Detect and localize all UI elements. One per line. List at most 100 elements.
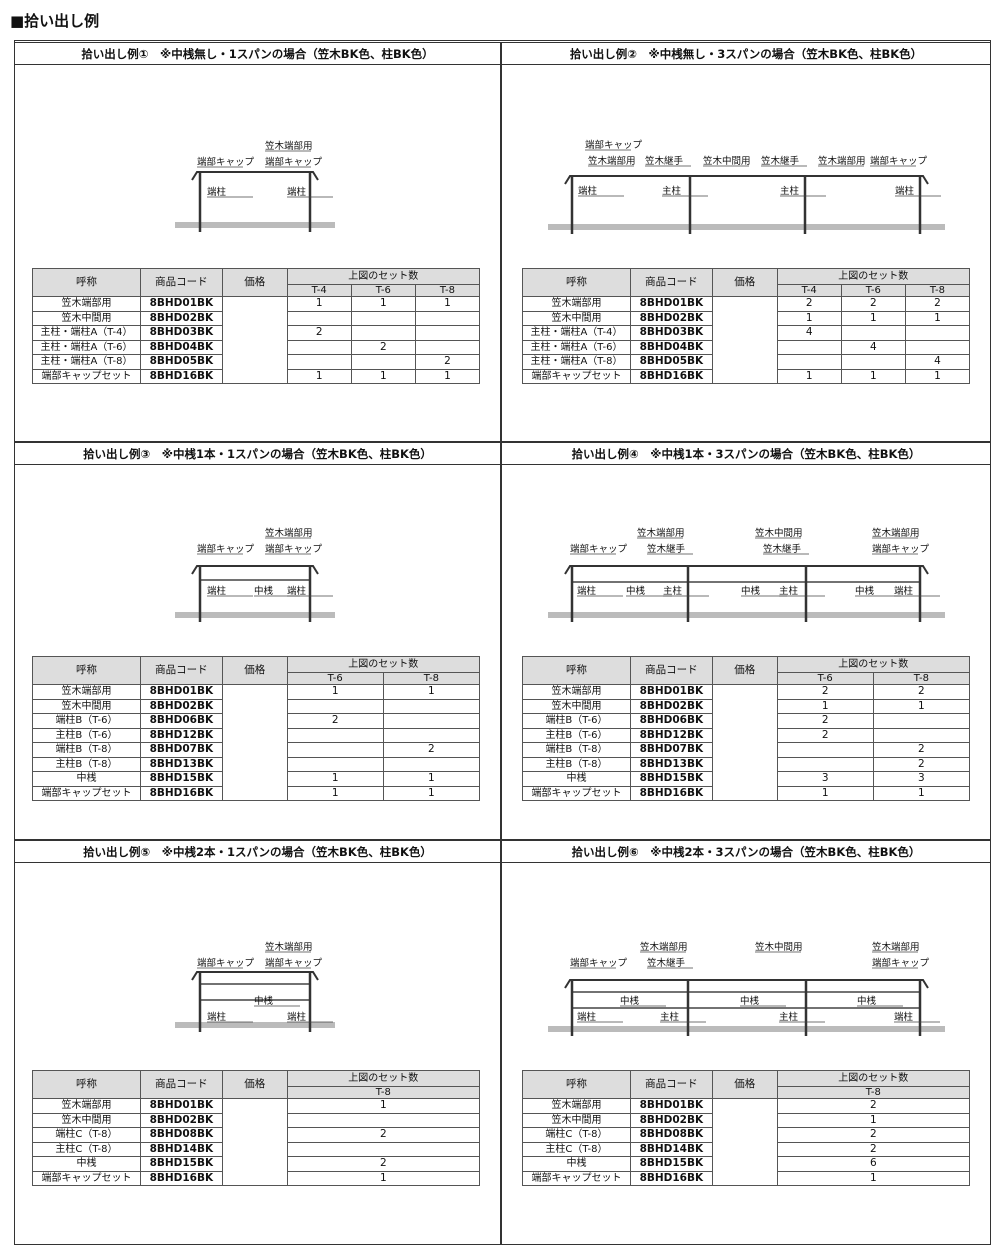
set-count: 4 — [776, 325, 842, 341]
panel-title: 拾い出し例② ※中桟無し・3スパンの場合（笠木BK色、柱BK色） — [502, 43, 990, 65]
part-name: 主柱C（T-8） — [522, 1141, 631, 1157]
top-rail — [191, 971, 319, 981]
table-row: 主柱・端柱A（T-4） 8BHD03BK 2 — [32, 325, 481, 341]
parts-table: 呼称 商品コード 価格 上図のセット数 T-6 T-8 笠木端部用 8BHD01BK 1 1 笠木中… — [32, 656, 481, 801]
table-row: 笠木端部用 8BHD01BK 2 2 — [522, 684, 971, 801]
set-count — [872, 727, 971, 743]
product-code: 8BHD07BK — [139, 742, 223, 758]
header-type: T-8 — [872, 672, 971, 685]
header-type: T-4 — [286, 284, 352, 297]
diagram-label: 端部キャップ — [265, 156, 323, 168]
part-name: 端部キャップセット — [522, 785, 631, 801]
table-row: 笠木端部用 8BHD01BK 1 1 1 — [32, 296, 481, 384]
set-count: 1 — [286, 771, 384, 787]
part-name: 笠木中間用 — [522, 310, 631, 326]
header-price: 価格 — [711, 268, 778, 297]
product-code: 8BHD16BK — [139, 368, 223, 384]
product-code: 8BHD12BK — [629, 727, 713, 743]
diagram-label: 笠木継手 — [647, 543, 686, 555]
set-count: 1 — [350, 368, 416, 384]
part-name: 笠木中間用 — [522, 698, 631, 714]
table-row: 主柱B（T-8） 8BHD13BK 2 — [522, 756, 971, 772]
product-code: 8BHD01BK — [629, 296, 713, 312]
set-count — [382, 713, 481, 729]
diagram-label: 端部キャップ — [872, 957, 930, 969]
header-price: 価格 — [711, 656, 778, 685]
set-count: 1 — [776, 1112, 971, 1128]
diagram-label: 笠木端部用 — [872, 941, 920, 953]
header-price: 価格 — [221, 1070, 288, 1099]
diagram-label: 笠木端部用 — [265, 941, 313, 953]
diagram-label: 端部キャップ — [265, 543, 323, 555]
product-code: 8BHD16BK — [629, 785, 713, 801]
part-name: 主柱・端柱A（T-6） — [32, 339, 141, 355]
set-count: 2 — [414, 354, 481, 370]
diagram-label: 笠木継手 — [761, 155, 800, 167]
set-count — [286, 310, 352, 326]
diagram-label: 端柱 — [207, 186, 227, 198]
set-count — [776, 756, 874, 772]
fence-diagram: 端部キャップ笠木端部用 笠木継手 笠木中間用 笠木継手 笠木端部用 端部キャップ端柱 主柱主… — [548, 139, 945, 234]
part-name: 笠木端部用 — [32, 684, 141, 700]
product-code: 8BHD14BK — [139, 1141, 223, 1157]
set-count: 1 — [776, 785, 874, 801]
set-count — [286, 354, 352, 370]
product-code: 8BHD04BK — [629, 339, 713, 355]
diagram-label: 端部キャップ — [197, 543, 255, 555]
set-count: 2 — [776, 713, 874, 729]
product-code: 8BHD02BK — [139, 698, 223, 714]
table-row: 主柱・端柱A（T-8） 8BHD05BK 4 — [522, 354, 971, 370]
product-code: 8BHD01BK — [139, 1098, 223, 1114]
header-type: T-8 — [414, 284, 481, 297]
header-sets: 上図のセット数 — [776, 656, 971, 673]
diagram-label: 中桟 — [741, 585, 761, 597]
header-type: T-8 — [904, 284, 971, 297]
diagram-label: 中桟 — [626, 585, 646, 597]
set-count: 1 — [382, 684, 481, 700]
set-count: 2 — [840, 296, 906, 312]
diagram-label: 主柱 — [662, 185, 682, 197]
header-sets: 上図のセット数 — [286, 268, 481, 285]
table-row: 笠木中間用 8BHD02BK 1 1 — [522, 698, 971, 714]
table-row: 端部キャップセット 8BHD16BK 1 1 1 — [32, 368, 481, 384]
set-count: 1 — [382, 771, 481, 787]
diagram-label: 端部キャップ — [570, 957, 628, 969]
table-row: 笠木端部用 8BHD01BK 2 2 2 — [522, 296, 971, 384]
set-count — [286, 756, 384, 772]
part-name: 端柱B（T-6） — [522, 713, 631, 729]
set-count — [776, 742, 874, 758]
set-count: 1 — [776, 368, 842, 384]
diagram-label: 端柱 — [287, 186, 307, 198]
product-code: 8BHD06BK — [139, 713, 223, 729]
panel-title: 拾い出し例③ ※中桟1本・1スパンの場合（笠木BK色、柱BK色） — [15, 443, 500, 465]
set-count: 1 — [904, 368, 971, 384]
part-name: 笠木中間用 — [522, 1112, 631, 1128]
product-code: 8BHD16BK — [139, 785, 223, 801]
table-row: 主柱B（T-6） 8BHD12BK 2 — [522, 727, 971, 743]
diagram-label: 中桟 — [254, 585, 274, 597]
set-count: 3 — [872, 771, 971, 787]
product-code: 8BHD13BK — [139, 756, 223, 772]
diagram-label: 笠木端部用 — [818, 155, 866, 167]
diagram-label: 笠木継手 — [645, 155, 684, 167]
diagram-label: 中桟 — [254, 995, 274, 1007]
table-row: 主柱B（T-8） 8BHD13BK — [32, 756, 481, 772]
header-type: T-6 — [840, 284, 906, 297]
product-code: 8BHD16BK — [629, 368, 713, 384]
set-count: 2 — [776, 684, 874, 700]
diagram-label: 端部キャップ — [197, 156, 255, 168]
part-name: 主柱・端柱A（T-4） — [522, 325, 631, 341]
set-count: 1 — [286, 785, 384, 801]
price-cell — [221, 1098, 288, 1186]
header-name: 呼称 — [32, 268, 141, 297]
set-count — [776, 354, 842, 370]
set-count: 2 — [872, 742, 971, 758]
parts-table: 呼称 商品コード 価格 上図のセット数 T-6 T-8 笠木端部用 8BHD01BK 2 2 笠木中… — [522, 656, 971, 801]
diagram-label: 端柱 — [207, 585, 227, 597]
parts-table: 呼称 商品コード 価格 上図のセット数 T-4 T-6 T-8 笠木端部用 8BHD01BK 1 1… — [32, 268, 481, 384]
set-count: 1 — [286, 368, 352, 384]
part-name: 中桟 — [522, 771, 631, 787]
table-row: 端柱B（T-8） 8BHD07BK 2 — [32, 742, 481, 758]
